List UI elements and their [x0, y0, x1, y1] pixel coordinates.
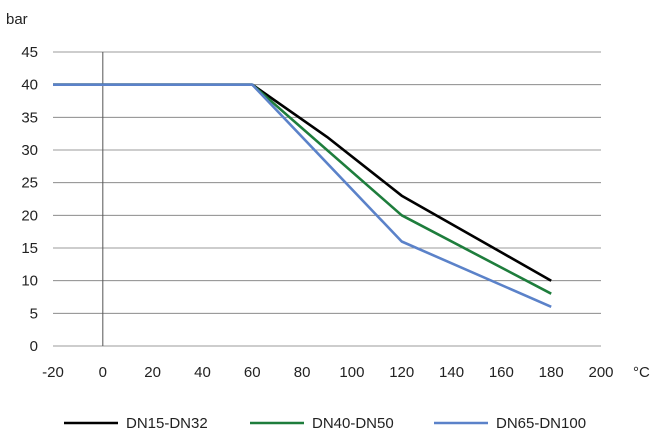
series: [53, 83, 552, 308]
y-tick-label: 0: [30, 338, 38, 355]
x-tick-label: 60: [244, 364, 261, 381]
grid: [53, 51, 601, 347]
x-tick-label: 160: [489, 364, 514, 381]
legend-label: DN65-DN100: [496, 415, 586, 432]
x-tick-label: 180: [539, 364, 564, 381]
y-tick-label: 10: [21, 273, 38, 290]
x-tick-label: 20: [144, 364, 161, 381]
x-tick-label: 0: [99, 364, 107, 381]
x-axis-label: °C: [633, 364, 650, 381]
y-tick-label: 40: [21, 77, 38, 94]
y-tick-label: 20: [21, 207, 38, 224]
x-tick-label: 100: [339, 364, 364, 381]
y-tick-label: 30: [21, 142, 38, 159]
x-tick-label: 120: [389, 364, 414, 381]
x-tick-label: 200: [588, 364, 613, 381]
x-tick-label: 80: [294, 364, 311, 381]
y-tick-label: 5: [30, 305, 38, 322]
y-axis-label: bar: [6, 11, 28, 28]
y-tick-label: 35: [21, 109, 38, 126]
series-line-dn40-dn50: [53, 83, 552, 295]
x-tick-label: 40: [194, 364, 211, 381]
series-line-dn65-dn100: [53, 83, 552, 308]
y-tick-label: 25: [21, 175, 38, 192]
x-tick-label: 140: [439, 364, 464, 381]
y-tick-label: 15: [21, 240, 38, 257]
legend-label: DN15-DN32: [126, 415, 208, 432]
y-tick-label: 45: [21, 44, 38, 61]
x-tick-label: -20: [42, 364, 64, 381]
legend: DN15-DN32 DN40-DN50 DN65-DN100: [64, 415, 586, 432]
legend-label: DN40-DN50: [312, 415, 394, 432]
